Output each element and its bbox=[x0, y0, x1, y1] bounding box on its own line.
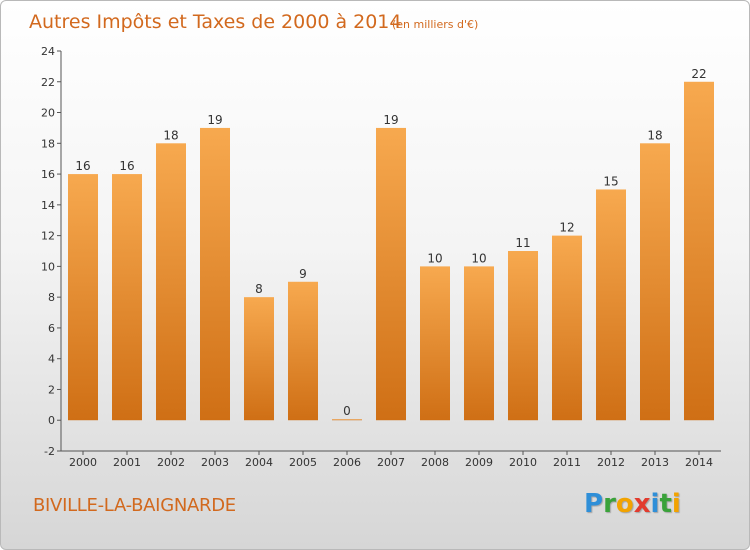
x-tick-label: 2001 bbox=[113, 456, 141, 469]
bar bbox=[596, 189, 626, 421]
data-label: 12 bbox=[559, 221, 574, 235]
bar bbox=[332, 419, 362, 421]
bar bbox=[112, 174, 142, 421]
y-tick-label: 18 bbox=[41, 137, 55, 150]
logo-letter: t bbox=[659, 489, 672, 519]
bar bbox=[464, 266, 494, 421]
y-tick-label: -2 bbox=[44, 445, 55, 458]
data-label: 16 bbox=[75, 159, 90, 173]
y-tick-label: 24 bbox=[41, 45, 55, 58]
data-label: 19 bbox=[383, 113, 398, 127]
bar bbox=[68, 174, 98, 421]
y-tick-label: 2 bbox=[48, 383, 55, 396]
x-tick-label: 2002 bbox=[157, 456, 185, 469]
bar bbox=[508, 251, 538, 421]
commune-name: BIVILLE-LA-BAIGNARDE bbox=[33, 495, 236, 516]
bar bbox=[684, 81, 714, 421]
bar bbox=[244, 297, 274, 421]
chart-subtitle: (en milliers d'€) bbox=[392, 18, 478, 31]
bar bbox=[640, 143, 670, 421]
data-label: 10 bbox=[427, 251, 442, 265]
y-tick-label: 20 bbox=[41, 107, 55, 120]
x-tick-label: 2007 bbox=[377, 456, 405, 469]
y-tick-label: 10 bbox=[41, 260, 55, 273]
y-tick-label: 12 bbox=[41, 230, 55, 243]
x-tick-label: 2014 bbox=[685, 456, 713, 469]
data-label: 10 bbox=[471, 251, 486, 265]
x-tick-label: 2008 bbox=[421, 456, 449, 469]
data-label: 18 bbox=[163, 128, 178, 142]
data-label: 16 bbox=[119, 159, 134, 173]
x-tick-label: 2010 bbox=[509, 456, 537, 469]
proxiti-logo: Proxiti bbox=[584, 489, 681, 519]
y-tick-label: 4 bbox=[48, 353, 55, 366]
data-label: 8 bbox=[255, 282, 263, 296]
x-tick-label: 2004 bbox=[245, 456, 273, 469]
x-tick-label: 2006 bbox=[333, 456, 361, 469]
data-label: 11 bbox=[515, 236, 530, 250]
bar bbox=[156, 143, 186, 421]
bar bbox=[420, 266, 450, 421]
x-tick-label: 2011 bbox=[553, 456, 581, 469]
x-tick-label: 2009 bbox=[465, 456, 493, 469]
logo-letter: x bbox=[633, 489, 651, 519]
bar bbox=[200, 127, 230, 421]
bar bbox=[288, 281, 318, 421]
logo-letter: i bbox=[671, 489, 681, 519]
logo-letter: r bbox=[603, 489, 616, 519]
y-tick-label: 0 bbox=[48, 414, 55, 427]
x-tick-label: 2013 bbox=[641, 456, 669, 469]
data-label: 9 bbox=[299, 267, 307, 281]
data-label: 19 bbox=[207, 113, 222, 127]
x-tick-label: 2003 bbox=[201, 456, 229, 469]
data-label: 18 bbox=[647, 128, 662, 142]
y-tick-label: 14 bbox=[41, 199, 55, 212]
logo-letter: i bbox=[650, 489, 660, 519]
y-tick-label: 8 bbox=[48, 291, 55, 304]
bar bbox=[552, 235, 582, 421]
data-label: 0 bbox=[343, 404, 351, 418]
bars-group: 16 16 18 19 8 9 0 19 10 10 11 12 15 18 22 bbox=[68, 67, 714, 421]
y-tick-label: 22 bbox=[41, 76, 55, 89]
logo-letter: o bbox=[615, 489, 634, 519]
y-tick-label: 6 bbox=[48, 322, 55, 335]
logo-letter: P bbox=[584, 489, 604, 519]
y-tick-label: 16 bbox=[41, 168, 55, 181]
x-tick-label: 2012 bbox=[597, 456, 625, 469]
x-tick-label: 2000 bbox=[69, 456, 97, 469]
chart-title: Autres Impôts et Taxes de 2000 à 2014 bbox=[29, 11, 402, 33]
x-tick-label: 2005 bbox=[289, 456, 317, 469]
data-label: 22 bbox=[691, 67, 706, 81]
bar bbox=[376, 127, 406, 421]
data-label: 15 bbox=[603, 174, 618, 188]
